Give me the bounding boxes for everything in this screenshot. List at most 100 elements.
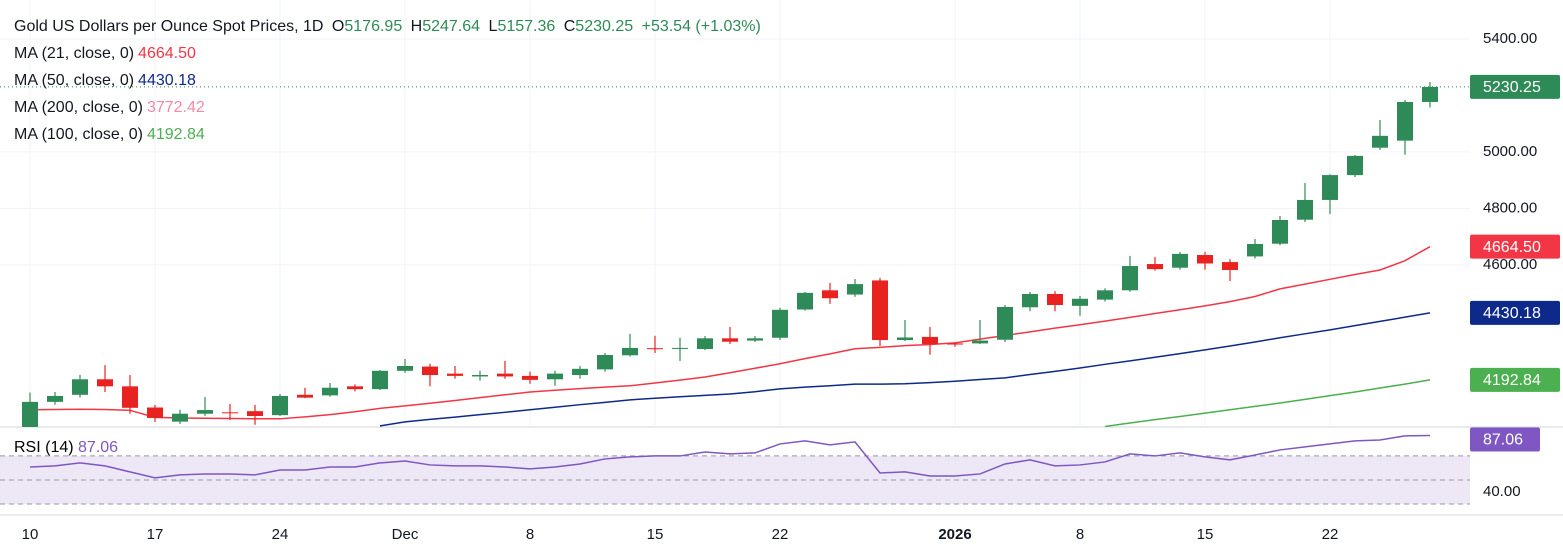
- candle-body: [422, 366, 438, 376]
- high-value: 5247.64: [422, 18, 481, 35]
- legend: Gold US Dollars per Ounce Spot Prices, 1…: [14, 13, 765, 148]
- candle-body: [922, 336, 938, 344]
- candle-body: [572, 368, 588, 376]
- candle-body: [172, 413, 188, 422]
- candle-body: [672, 347, 688, 349]
- ma-legend: MA (100, close, 0) 4192.84: [14, 121, 765, 148]
- candle-body: [1147, 264, 1163, 270]
- y-tick-label: 4800.00: [1483, 199, 1537, 216]
- rsi-pane: [0, 434, 1470, 505]
- candle-body: [247, 411, 263, 416]
- ma-value: 3772.42: [146, 99, 205, 116]
- candle-body: [722, 338, 738, 342]
- candle-body: [872, 280, 888, 341]
- change: +53.54 (+1.03%): [641, 18, 761, 35]
- open-value: 5176.95: [344, 18, 403, 35]
- candle-body: [97, 379, 113, 387]
- ma-badge-bg: [1470, 367, 1560, 392]
- x-tick-label: 15: [1197, 526, 1214, 543]
- candle-body: [447, 373, 463, 376]
- x-tick-label: 8: [526, 526, 534, 543]
- candle-body: [522, 375, 538, 380]
- low-value: 5157.36: [497, 18, 556, 35]
- ma-legend: MA (200, close, 0) 3772.42: [14, 94, 765, 121]
- candle-body: [622, 347, 638, 356]
- ma-legend: MA (50, close, 0) 4430.18: [14, 67, 765, 94]
- candle-body: [697, 338, 713, 350]
- candle-body: [322, 387, 338, 396]
- ma-value: 4430.18: [138, 72, 196, 89]
- candle-body: [1022, 293, 1038, 308]
- candle-body: [197, 410, 213, 414]
- candle-body: [1347, 155, 1363, 176]
- candle-body: [772, 309, 788, 338]
- candle-body: [222, 412, 238, 414]
- candle-body: [947, 343, 963, 345]
- candle-body: [547, 373, 563, 380]
- price-badge-bg: [1470, 74, 1560, 99]
- candle-body: [297, 394, 313, 398]
- candle-body: [1247, 244, 1263, 257]
- close-value: 5230.25: [575, 18, 634, 35]
- ma-badge-bg: [1470, 234, 1560, 259]
- ma-value: 4192.84: [146, 126, 205, 143]
- candle-body: [1122, 266, 1138, 291]
- candle-body: [147, 407, 163, 418]
- ma-badge: 4664.50: [1483, 239, 1541, 256]
- x-tick-label: 24: [272, 526, 289, 543]
- x-tick-label: 15: [647, 526, 664, 543]
- ma-badge: 4192.84: [1483, 372, 1541, 389]
- x-tick-label: 2026: [938, 526, 971, 543]
- candle-body: [972, 340, 988, 344]
- candle-body: [497, 373, 513, 377]
- candle-body: [647, 348, 663, 350]
- y-tick-label: 5400.00: [1483, 30, 1537, 47]
- x-tick-label: 22: [1322, 526, 1339, 543]
- candle-body: [1097, 290, 1113, 300]
- ohlc-label: C: [563, 18, 576, 35]
- candle-body: [122, 386, 138, 408]
- rsi-name: RSI (14): [14, 439, 74, 456]
- x-tick-label: 22: [772, 526, 789, 543]
- candle-body: [1322, 175, 1338, 200]
- ma-name: MA (21, close, 0): [14, 45, 135, 62]
- candle-body: [372, 370, 388, 390]
- candle-body: [847, 284, 863, 295]
- candle-body: [897, 337, 913, 341]
- ma-name: MA (100, close, 0): [14, 126, 143, 143]
- x-tick-label: 8: [1076, 526, 1084, 543]
- candle-body: [747, 338, 763, 341]
- candle-body: [1072, 298, 1088, 306]
- candle-body: [997, 306, 1013, 340]
- rsi-legend: RSI (14) 87.06: [14, 439, 118, 457]
- candle-body: [72, 379, 88, 395]
- rsi-badge-bg: [1470, 427, 1540, 452]
- candle-body: [47, 395, 63, 402]
- candle-body: [1297, 199, 1313, 220]
- x-tick-label: 10: [22, 526, 39, 543]
- header: Gold US Dollars per Ounce Spot Prices, 1…: [14, 13, 765, 40]
- candle-body: [347, 386, 363, 390]
- candle-body: [272, 395, 288, 416]
- candle-body: [1272, 219, 1288, 244]
- moving-average: [1104, 379, 1431, 427]
- y-tick-label: 4600.00: [1483, 256, 1537, 273]
- axes: 4600.00 4800.00 5000.00 5400.00 10 17 24 Dec 8 15…: [22, 30, 1560, 543]
- candle-body: [1172, 253, 1188, 268]
- candle-body: [472, 375, 488, 377]
- price-badge: 5230.25: [1483, 79, 1541, 96]
- rsi-line: [29, 434, 1431, 479]
- rsi-badge: 87.06: [1483, 432, 1523, 449]
- x-tick-label: Dec: [392, 526, 419, 543]
- ma-value: 4664.50: [138, 45, 196, 62]
- ma-badge-bg: [1470, 300, 1560, 325]
- ma-name: MA (200, close, 0): [14, 99, 143, 116]
- candle-body: [597, 354, 613, 370]
- candle-body: [822, 290, 838, 299]
- ohlc-label: O: [331, 18, 345, 35]
- candle-body: [1422, 86, 1438, 102]
- candle-body: [1397, 101, 1413, 141]
- ohlc-label: H: [410, 18, 423, 35]
